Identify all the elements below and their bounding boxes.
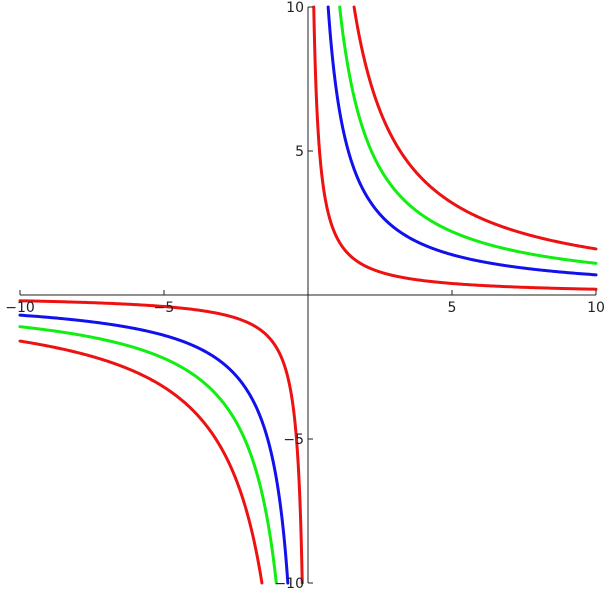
ticks-layer: −10 −5 5 10 10 5 −5 −10 xyxy=(5,0,605,590)
curve-k7-positive-branch xyxy=(326,5,598,277)
x-tick-label: −10 xyxy=(5,300,35,316)
y-tick-label: −10 xyxy=(274,576,304,590)
y-tick-label: 10 xyxy=(286,0,304,16)
curve-k2-positive-branch xyxy=(312,5,598,291)
curve-k16-positive-branch xyxy=(352,5,598,251)
curve-k7-negative-branch xyxy=(18,313,290,585)
curves-layer xyxy=(18,5,598,585)
y-tick-label: −5 xyxy=(283,432,304,448)
y-tick-label: 5 xyxy=(295,144,304,160)
x-tick-label: 10 xyxy=(587,300,605,316)
axes-layer xyxy=(20,7,596,583)
x-tick-label: −5 xyxy=(154,300,175,316)
curve-k16-negative-branch xyxy=(18,339,264,585)
x-tick-label: 5 xyxy=(448,300,457,316)
curve-k11-positive-branch xyxy=(338,5,598,265)
curve-k2-negative-branch xyxy=(18,299,304,585)
curve-k11-negative-branch xyxy=(18,325,278,585)
